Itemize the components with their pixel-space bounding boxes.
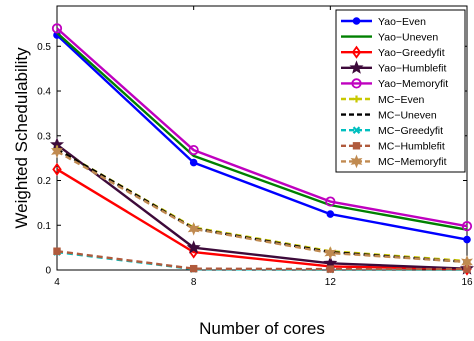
legend-label: Yao−Greedyfit [378,47,445,59]
data-point [326,210,335,218]
legend-entry: MC−Uneven [341,109,437,121]
data-point [51,23,63,34]
legend-marker [349,60,364,74]
legend-entry: MC−Even [341,94,425,106]
series-line [56,150,468,264]
legend-entry: Yao−Even [341,16,426,28]
series-10 [51,144,473,269]
series-line [56,27,468,228]
y-tick-label: 0 [45,266,51,277]
legend-label: Yao−Humblefit [378,63,446,75]
legend-marker [352,126,361,134]
data-point [189,158,198,167]
x-tick-label: 4 [54,277,60,288]
legend: Yao−Even Yao−Uneven Yao−Greedyfit Yao−Humbl… [335,9,466,173]
legend-label: Yao−Memoryfit [378,78,448,90]
data-point [51,144,63,159]
legend-label: Yao−Uneven [378,31,438,43]
legend-label: Yao−Even [378,16,426,28]
legend-label: MC−Humblefit [378,141,445,153]
y-axis: 0 0.1 0.2 0.3 0.4 0.5 [37,42,467,277]
legend-label: MC−Uneven [378,109,437,121]
legend-label: MC−Even [378,94,425,106]
series-2 [56,31,468,231]
y-tick-label: 0.5 [37,42,51,53]
legend-entry: MC−Greedyfit [341,125,443,137]
data-point [326,265,335,273]
data-point [187,221,200,236]
data-point [186,240,201,254]
data-point [53,247,61,255]
data-point [461,255,473,269]
x-axis-title: Number of cores [199,319,325,338]
y-tick-label: 0.1 [37,221,51,232]
series-line [56,31,468,231]
x-tick-label: 16 [461,277,473,288]
legend-marker [352,17,361,25]
x-tick-label: 12 [325,277,337,288]
legend-entry: Yao−Uneven [341,31,438,43]
legend-entry: MC−Humblefit [341,141,445,153]
series-layer [49,23,474,276]
legend-label: MC−Memoryfit [378,156,447,168]
legend-marker [353,95,360,103]
data-point [461,221,473,232]
legend-entry: Yao−Memoryfit [341,78,448,90]
legend-marker [352,142,361,150]
series-line [56,250,467,271]
y-axis-title: Weighted Schedulability [12,47,31,229]
data-point [52,162,62,176]
legend-marker [351,78,362,89]
data-point [188,144,199,156]
x-tick-label: 8 [191,277,197,288]
y-tick-label: 0.4 [37,87,51,98]
y-tick-label: 0.3 [37,131,51,142]
series-5 [51,23,473,232]
y-tick-label: 0.2 [37,176,51,187]
legend-label: MC−Greedyfit [378,125,443,137]
legend-marker [350,154,363,169]
legend-entry: MC−Memoryfit [341,154,447,169]
data-point [325,196,336,207]
series-line [56,168,468,271]
data-point [463,235,471,244]
legend-entry: Yao−Humblefit [341,60,446,75]
legend-entry: Yao−Greedyfit [341,45,445,59]
data-point [189,264,198,273]
data-point [324,246,337,260]
series-line [56,143,468,270]
legend-marker [351,45,362,59]
series-line [56,34,468,241]
